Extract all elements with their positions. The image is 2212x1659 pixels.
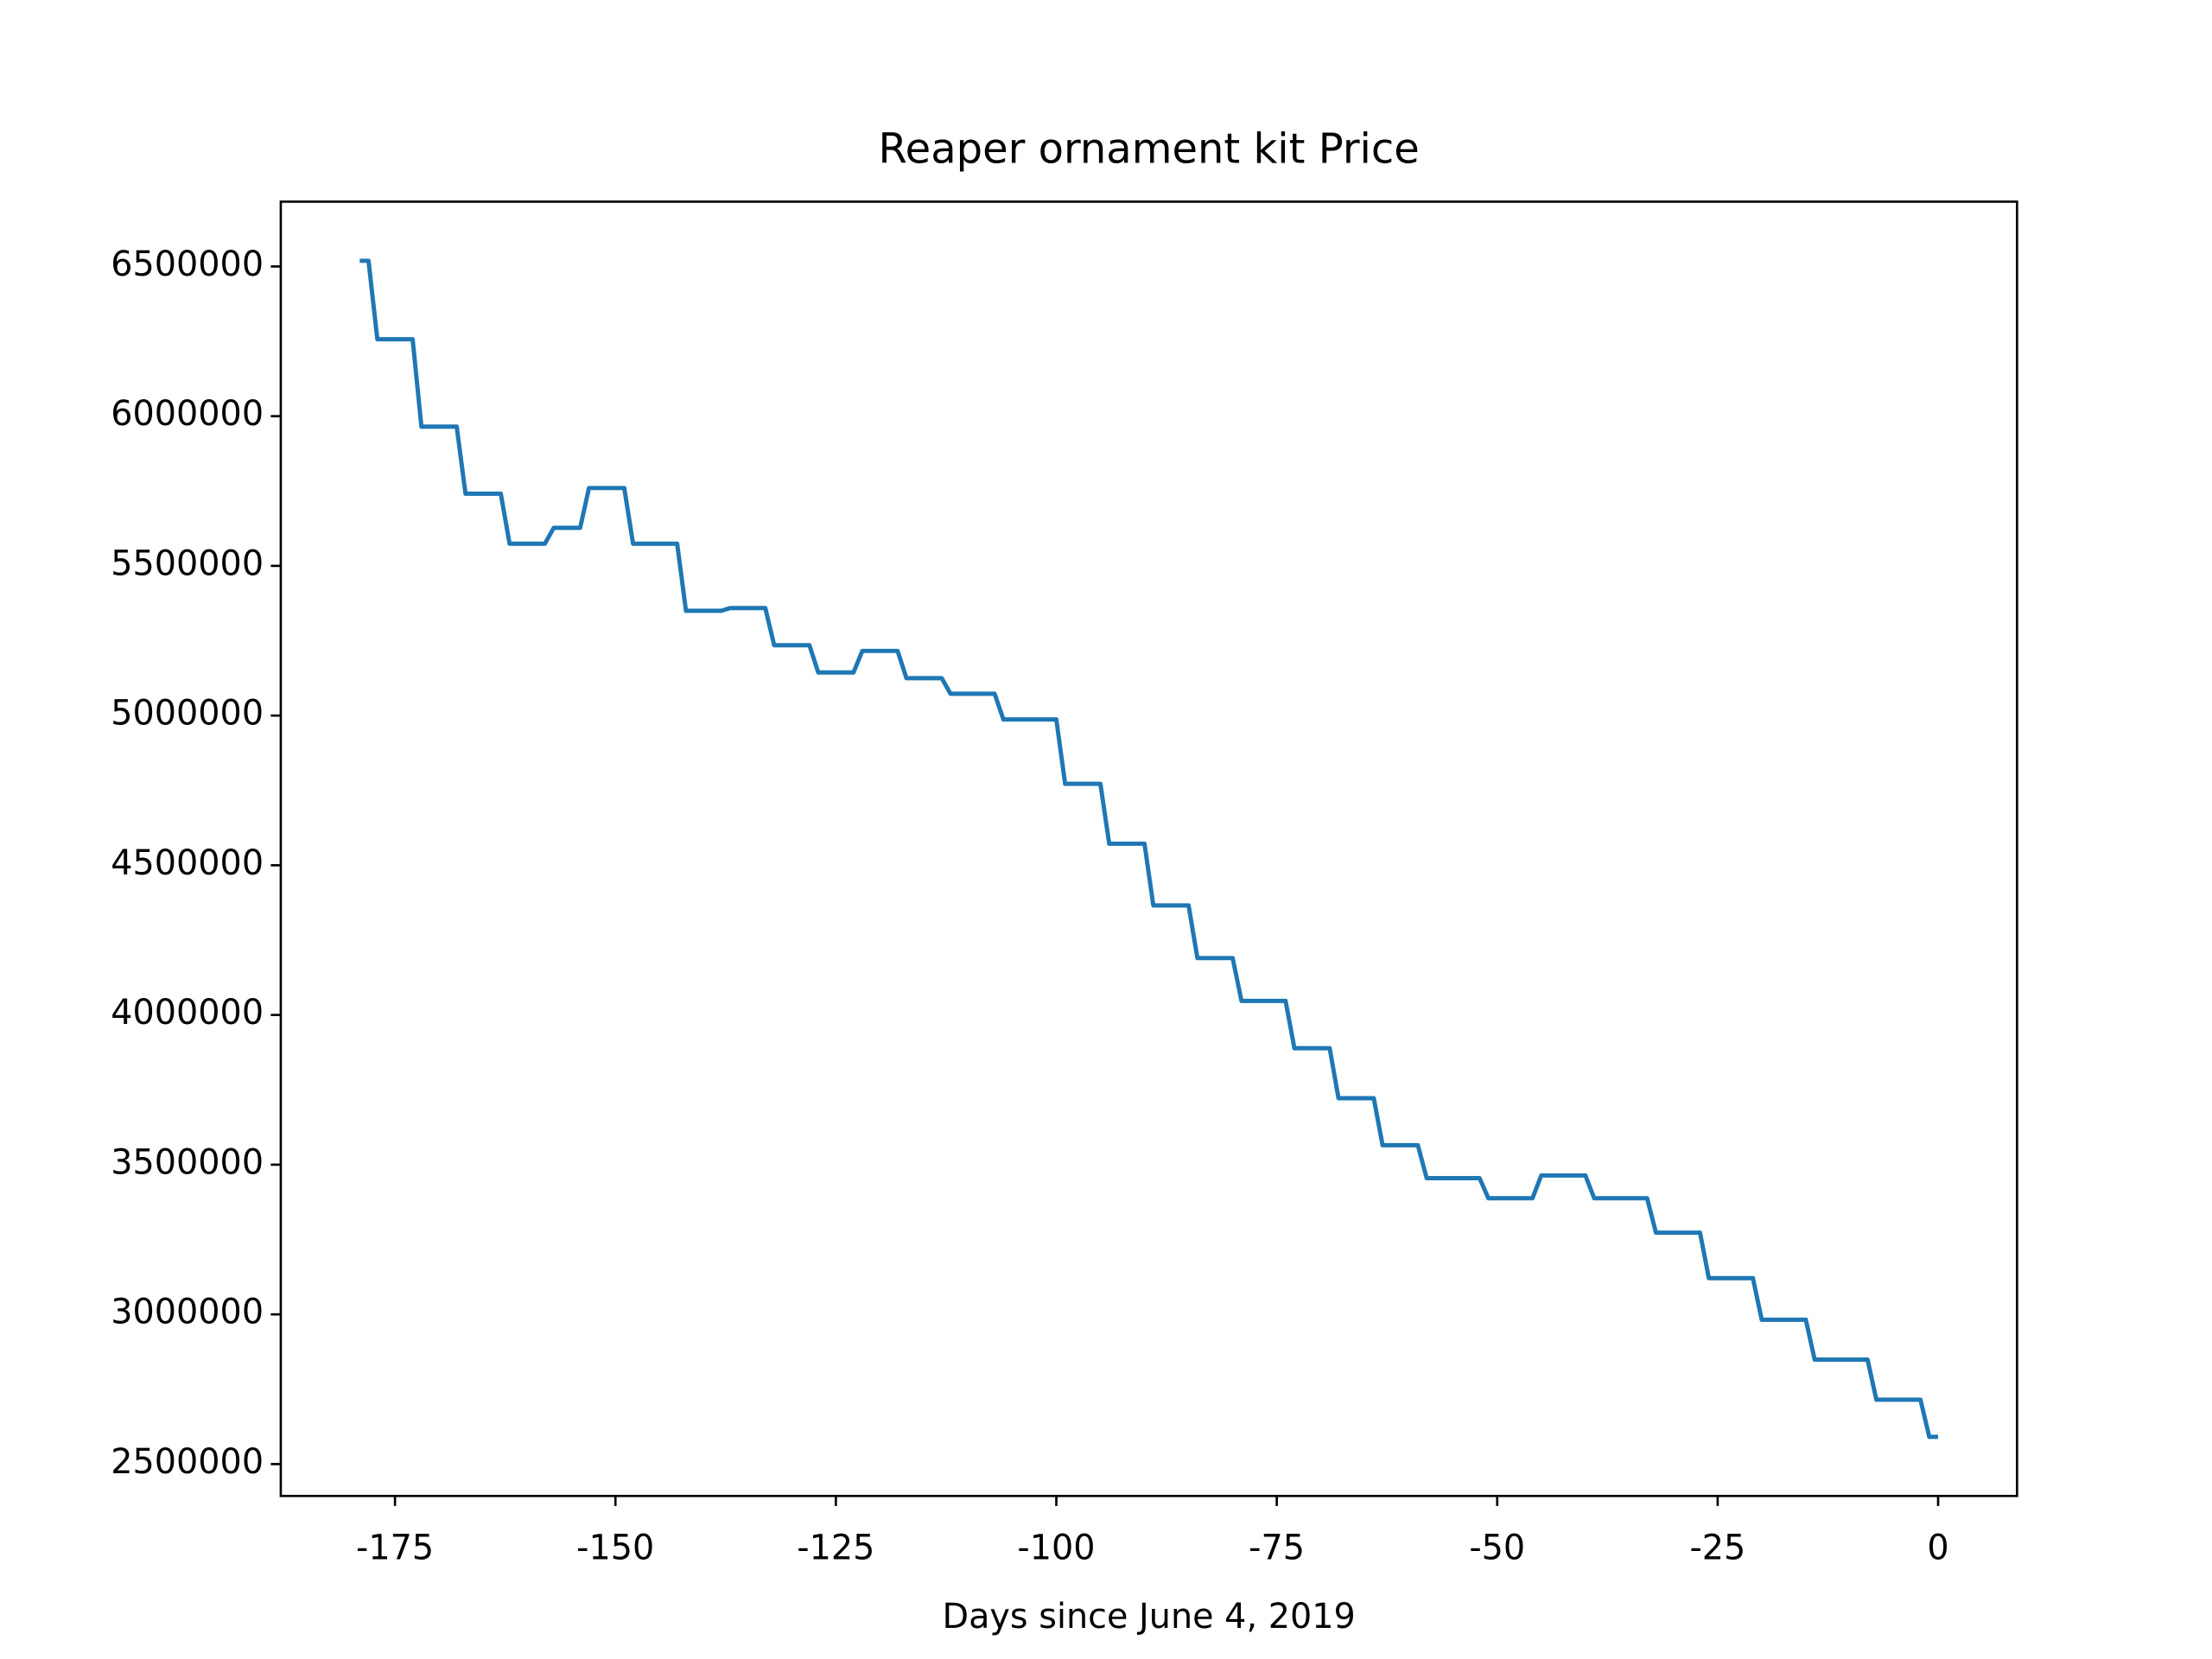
- y-tick-label: 4500000: [111, 843, 264, 883]
- x-tick-label: -175: [356, 1529, 434, 1568]
- x-tick-label: -100: [1017, 1529, 1095, 1568]
- x-tick-label: -50: [1469, 1529, 1525, 1568]
- y-tick-label: 3000000: [111, 1293, 264, 1332]
- y-tick-label: 3500000: [111, 1142, 264, 1182]
- x-axis-label: Days since June 4, 2019: [943, 1597, 1356, 1637]
- y-tick-label: 5000000: [111, 694, 264, 734]
- y-tick-label: 6000000: [111, 394, 264, 434]
- x-tick-label: 0: [1927, 1529, 1948, 1568]
- y-tick-label: 5500000: [111, 543, 264, 583]
- x-tick-label: -150: [576, 1529, 654, 1568]
- chart-title: Reaper ornament kit Price: [878, 124, 1419, 173]
- y-tick-label: 4000000: [111, 993, 264, 1033]
- plot-frame: [279, 200, 2018, 1497]
- x-tick-label: -125: [797, 1529, 874, 1568]
- x-tick-label: -25: [1689, 1529, 1745, 1568]
- x-tick-label: -75: [1249, 1529, 1305, 1568]
- data-line: [359, 258, 1939, 1440]
- y-tick-label: 2500000: [111, 1442, 264, 1482]
- y-tick-label: 6500000: [111, 245, 264, 284]
